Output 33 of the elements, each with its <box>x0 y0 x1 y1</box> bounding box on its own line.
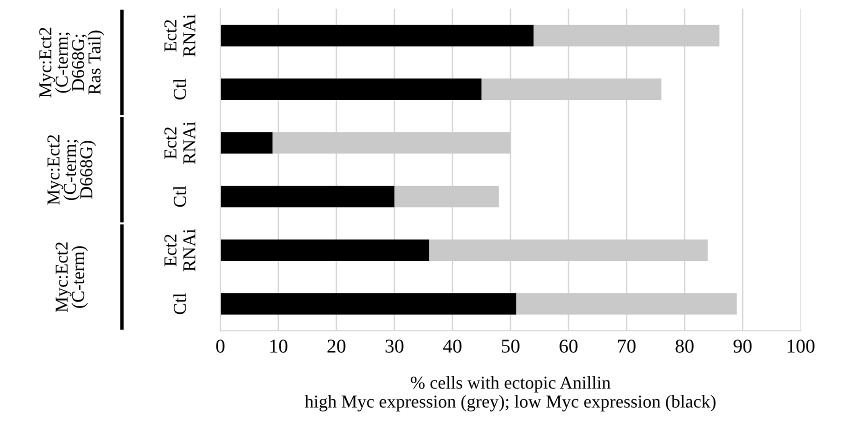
bar <box>220 78 482 100</box>
text: Myc:Ect2 (C-term; D668G) <box>47 135 96 205</box>
y-tick-label: Ctl <box>173 293 186 314</box>
bar <box>220 24 534 46</box>
bar <box>394 186 499 208</box>
text: Myc:Ect2 (C-term; D668G; Ras Tail) <box>39 28 104 98</box>
x-tick-label: 70 <box>618 340 636 353</box>
y-tick-label: Ect2 RNAi <box>164 122 196 164</box>
bar <box>429 239 708 261</box>
bar <box>534 24 720 46</box>
bar <box>220 132 273 154</box>
x-tick-label: 10 <box>270 340 288 353</box>
y-tick-label: Ctl <box>173 78 186 100</box>
text: Myc:Ect2 (C-term) <box>56 242 88 312</box>
bar <box>220 186 394 208</box>
x-tick-label: 90 <box>734 340 752 353</box>
x-tick-label: 30 <box>386 340 404 353</box>
bar <box>516 293 737 315</box>
x-tick-label: 40 <box>443 340 462 353</box>
x-tick-label: 20 <box>328 340 346 353</box>
y-tick-label: Ect2 RNAi <box>164 14 196 57</box>
bar <box>220 293 516 315</box>
x-axis-title: % cells with ectopic Anillin high Myc expression (grey); low Myc expression (black) <box>304 376 716 412</box>
bar <box>481 78 662 100</box>
x-tick-label: 60 <box>560 340 578 353</box>
x-tick-label: 0 <box>216 340 224 353</box>
y-tick-label: Ect2 RNAi <box>164 228 196 272</box>
x-tick-label: 100 <box>788 340 814 353</box>
x-tick-label: 80 <box>676 340 694 353</box>
x-tick-label: 50 <box>502 340 520 353</box>
y-tick-label: Ctl <box>173 186 186 207</box>
bar <box>220 239 430 261</box>
bar <box>272 132 510 154</box>
